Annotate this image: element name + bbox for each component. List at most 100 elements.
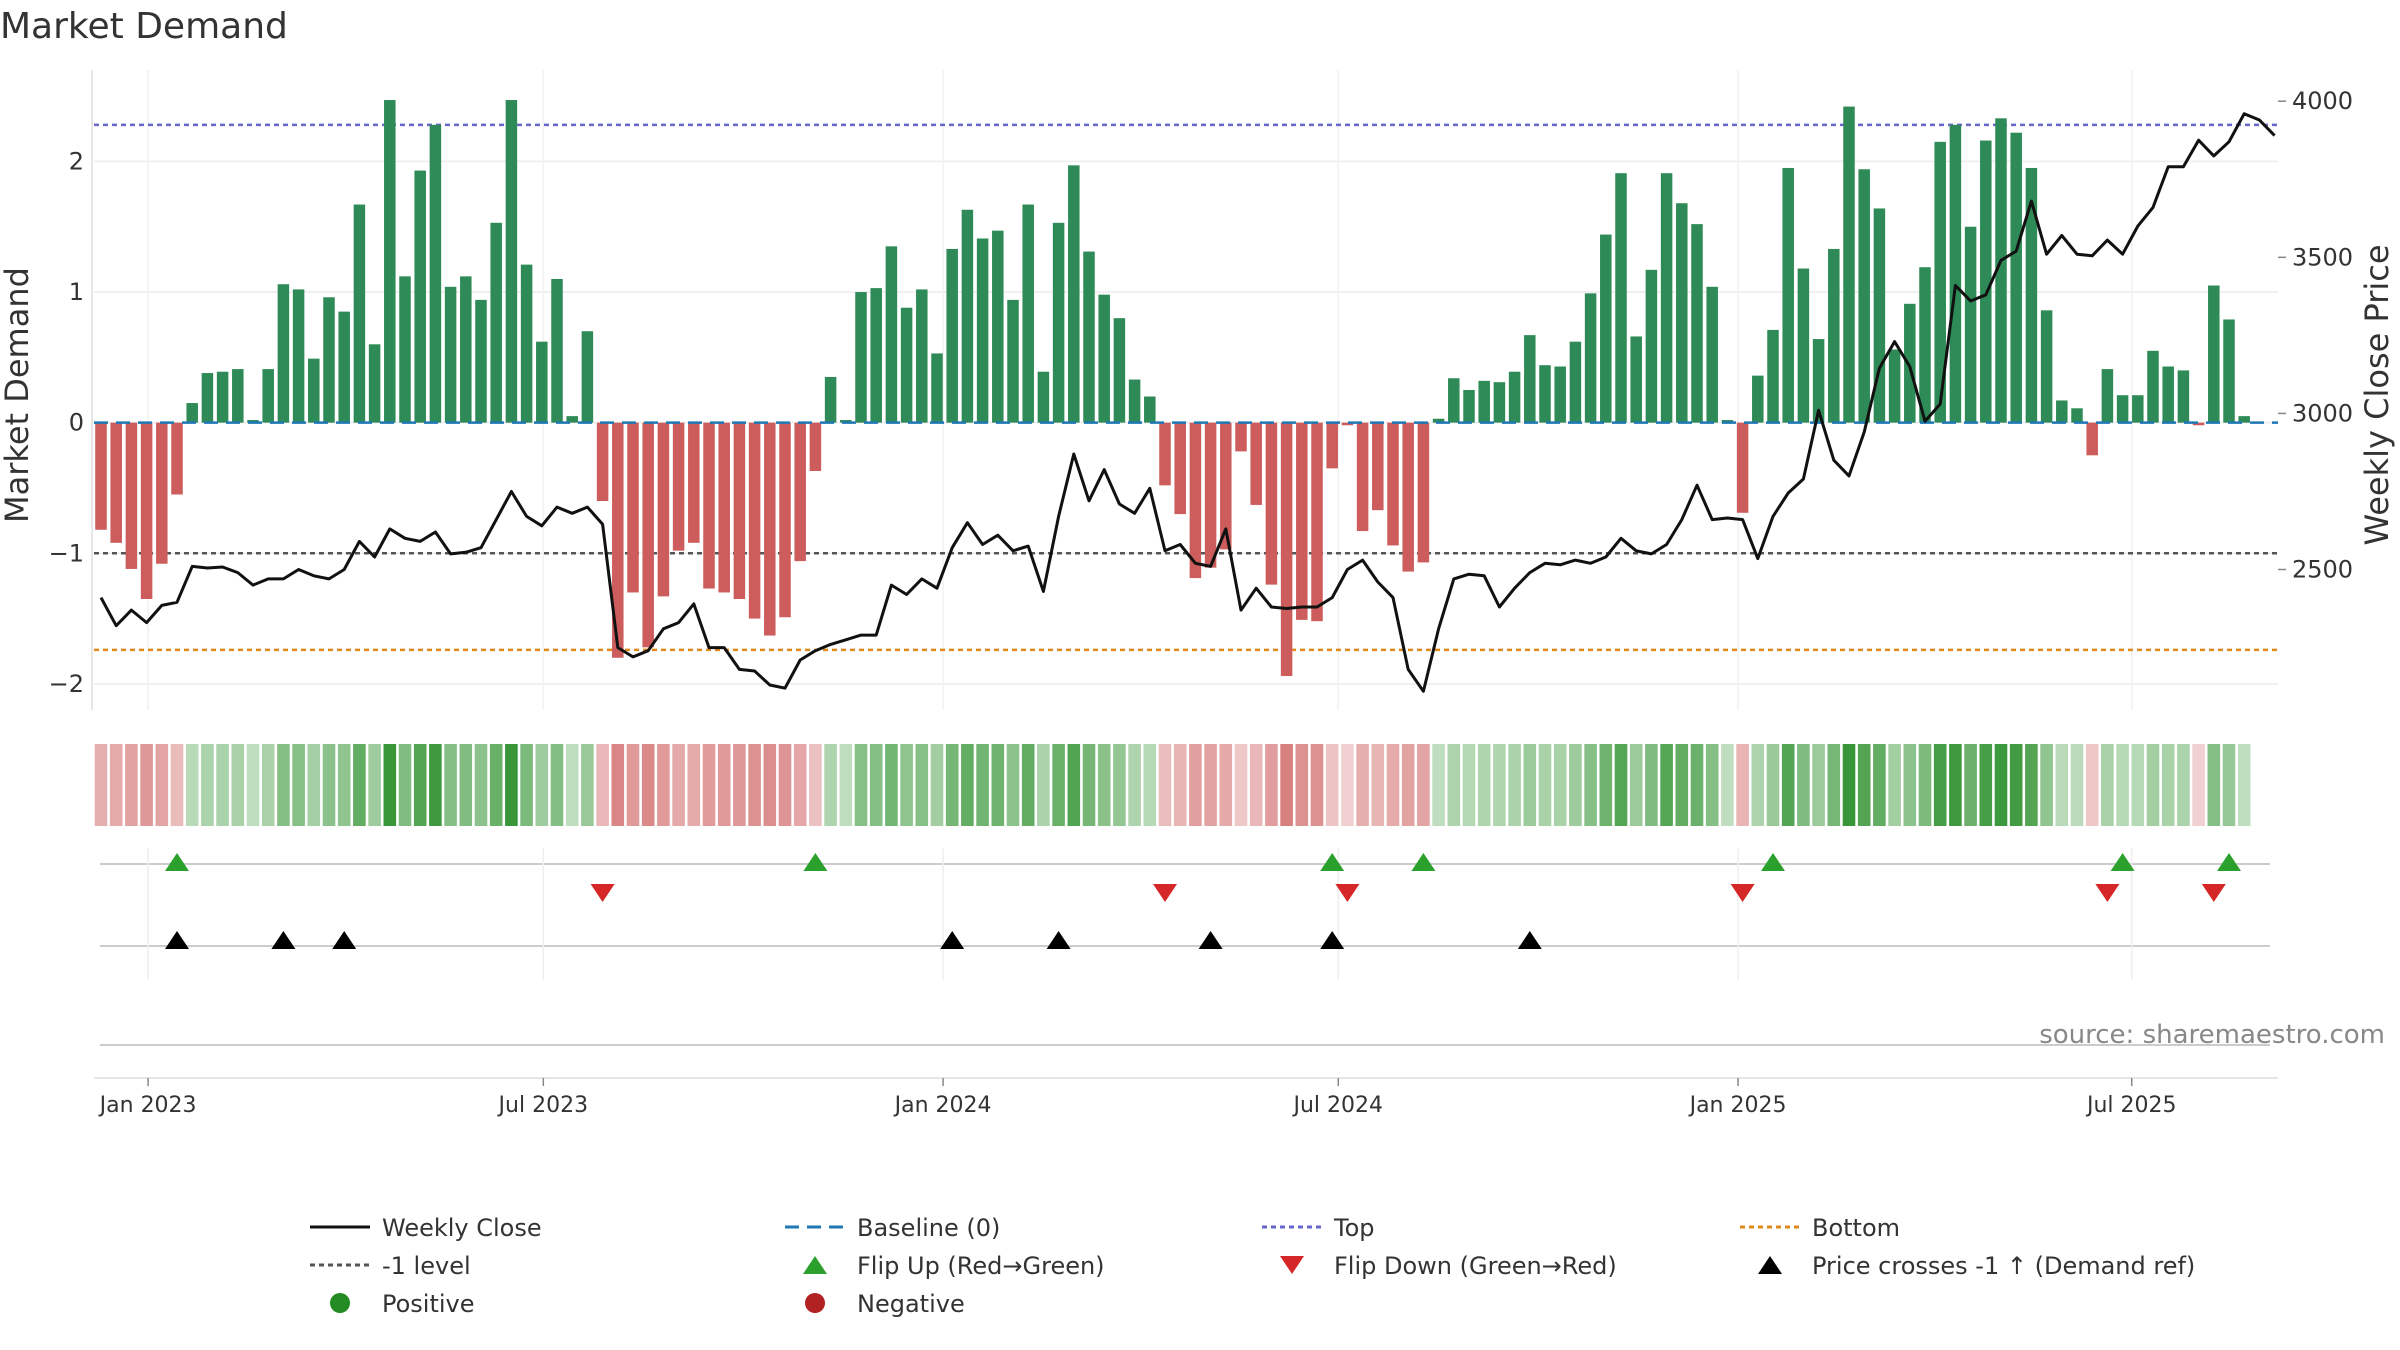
right-tick-label: 4000	[2292, 87, 2353, 115]
demand-bar	[824, 376, 837, 423]
price-cross-marker	[1320, 931, 1345, 949]
price-cross-marker	[1517, 931, 1542, 949]
heat-cell	[1128, 744, 1141, 826]
heat-cell	[1082, 744, 1096, 826]
demand-bar	[1493, 382, 1506, 423]
demand-bar	[1645, 269, 1658, 423]
demand-bar	[1204, 422, 1217, 568]
demand-bar	[156, 422, 168, 564]
demand-bar	[262, 369, 274, 423]
heat-cell	[2207, 744, 2221, 826]
heat-cell	[1249, 744, 1263, 826]
heat-cell	[1736, 744, 1749, 826]
demand-bar	[2056, 400, 2068, 423]
demand-bar	[1159, 422, 1171, 486]
heat-cell	[474, 744, 488, 826]
demand-bar	[1706, 286, 1718, 423]
price-cross-marker	[1198, 931, 1223, 949]
demand-bar	[1797, 268, 1810, 423]
legend-label: -1 level	[382, 1252, 471, 1280]
demand-bar	[444, 286, 457, 423]
demand-bar	[2086, 422, 2098, 456]
demand-bar	[1037, 371, 1050, 423]
heat-cell	[641, 744, 655, 826]
demand-bar	[992, 230, 1004, 423]
demand-bar	[429, 124, 442, 423]
heat-cell	[1341, 744, 1354, 826]
heat-cell	[125, 744, 138, 826]
heat-cell	[793, 744, 807, 826]
heat-cell	[459, 744, 473, 826]
heat-cell	[1432, 744, 1445, 826]
heat-cell	[535, 744, 549, 826]
demand-bar	[885, 246, 898, 423]
demand-bar	[2040, 310, 2053, 423]
demand-bar	[1022, 204, 1034, 423]
demand-bar	[1052, 222, 1065, 423]
heat-cell	[991, 744, 1005, 826]
demand-bar	[186, 403, 198, 423]
heat-cell	[930, 744, 944, 826]
source-note: source: sharemaestro.com	[2039, 1020, 2385, 1050]
demand-bar	[505, 100, 518, 423]
heat-cell	[961, 744, 974, 826]
demand-heat-strip	[94, 744, 2251, 826]
date-tick-label: Jul 2024	[1292, 1093, 1384, 1118]
demand-bar	[1326, 422, 1338, 469]
heat-cell	[2222, 744, 2236, 826]
demand-bar	[1311, 422, 1323, 622]
demand-bar	[1904, 303, 1916, 423]
demand-bar	[277, 284, 290, 423]
heat-cell	[778, 744, 792, 826]
legend-item: Top	[1262, 1214, 1375, 1242]
legend-swatch	[803, 1256, 827, 1274]
heat-cell	[2192, 744, 2205, 826]
demand-bar	[794, 422, 806, 562]
demand-bar	[1812, 339, 1825, 423]
heat-cell	[824, 744, 837, 826]
price-cross-marker	[271, 931, 296, 949]
date-tick-label: Jan 2024	[893, 1093, 992, 1118]
heat-cell	[885, 744, 898, 826]
legend: Weekly Close Baseline (0) Top Bottom -1 leve…	[310, 1214, 2195, 1318]
flip-down-marker	[2095, 884, 2120, 902]
legend-item: Flip Up (Red→Green)	[803, 1252, 1105, 1280]
demand-bar	[201, 373, 214, 423]
heat-cell	[109, 744, 123, 826]
demand-bar	[1660, 173, 1673, 423]
flip-up-marker	[1761, 853, 1785, 871]
heat-cell	[1812, 744, 1825, 826]
flip-down-marker	[590, 884, 615, 902]
demand-bar	[2192, 422, 2205, 426]
heat-cell	[1447, 744, 1461, 826]
demand-bar	[1356, 422, 1369, 532]
heat-cell	[1629, 744, 1643, 826]
demand-bar	[1843, 106, 1855, 423]
demand-bar	[1600, 234, 1612, 423]
y-axis-label-left: Market Demand	[0, 267, 36, 523]
heat-cell	[1021, 744, 1035, 826]
demand-bar	[931, 353, 943, 423]
weekly-close-series	[99, 112, 2276, 693]
legend-swatch	[805, 1293, 825, 1313]
heat-cell	[1386, 744, 1400, 826]
heat-cell	[702, 744, 716, 826]
heat-cell	[976, 744, 989, 826]
demand-bar	[1569, 341, 1582, 423]
chart-title: Market Demand	[0, 6, 288, 47]
legend-label: Flip Up (Red→Green)	[857, 1252, 1105, 1280]
demand-bar	[2010, 132, 2022, 423]
demand-bar	[1736, 422, 1749, 513]
heat-cell	[1584, 744, 1597, 826]
heat-cell	[1189, 744, 1202, 826]
legend-swatch	[330, 1293, 350, 1313]
heat-cell	[1295, 744, 1309, 826]
heat-cell	[1493, 744, 1506, 826]
heat-cell	[1356, 744, 1369, 826]
demand-bar	[1174, 422, 1186, 515]
demand-bar	[900, 307, 913, 423]
heat-cell	[1006, 744, 1020, 826]
legend-label: Baseline (0)	[857, 1214, 1000, 1242]
heat-cell	[1994, 744, 2008, 826]
